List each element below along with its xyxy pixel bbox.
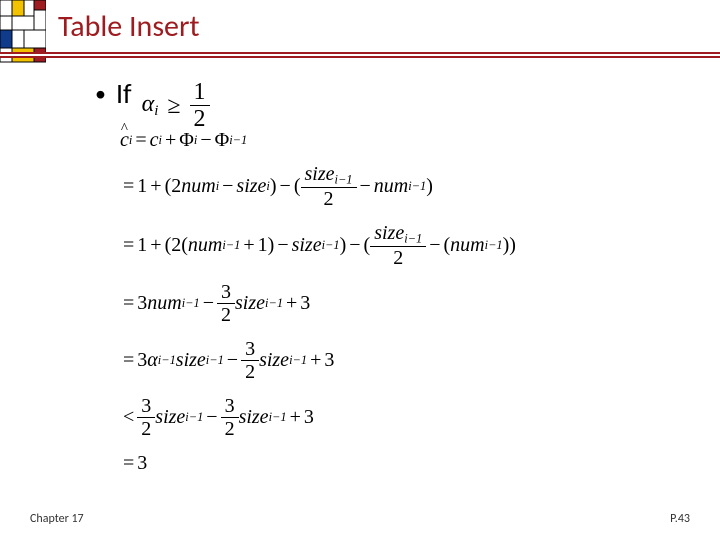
eq-line-5: = 3 αi−1 sizei−1 − 32 sizei−1 + 3 — [120, 339, 516, 382]
bullet-dot: • — [95, 80, 106, 108]
slide-title: Table Insert — [58, 8, 200, 45]
equation-block: ci = ci + Φi − Φi−1 = 1 + (2 numi − size… — [120, 130, 516, 487]
eq-line-2: = 1 + (2 numi − sizei) − ( sizei−12 − nu… — [120, 164, 516, 209]
eq-line-3: = 1 + (2( numi−1 +1) − sizei−1) − ( size… — [120, 223, 516, 268]
eq-line-6: < 32 sizei−1 − 32 sizei−1 + 3 — [120, 396, 516, 439]
eq-line-4: = 3 numi−1 − 32 sizei−1 + 3 — [120, 282, 516, 325]
title-rule-inner — [0, 54, 720, 56]
eq-line-7: = 3 — [120, 453, 516, 473]
slide: Table Insert • If αi ≥ 12 ci = ci + Φi −… — [0, 0, 720, 540]
corner-logo — [0, 0, 46, 70]
footer-page: P.43 — [670, 512, 690, 526]
eq-line-1: ci = ci + Φi − Φi−1 — [120, 130, 516, 150]
alpha-condition: αi ≥ 12 — [142, 80, 210, 131]
footer-chapter: Chapter 17 — [30, 512, 84, 526]
if-text: If — [116, 80, 132, 108]
